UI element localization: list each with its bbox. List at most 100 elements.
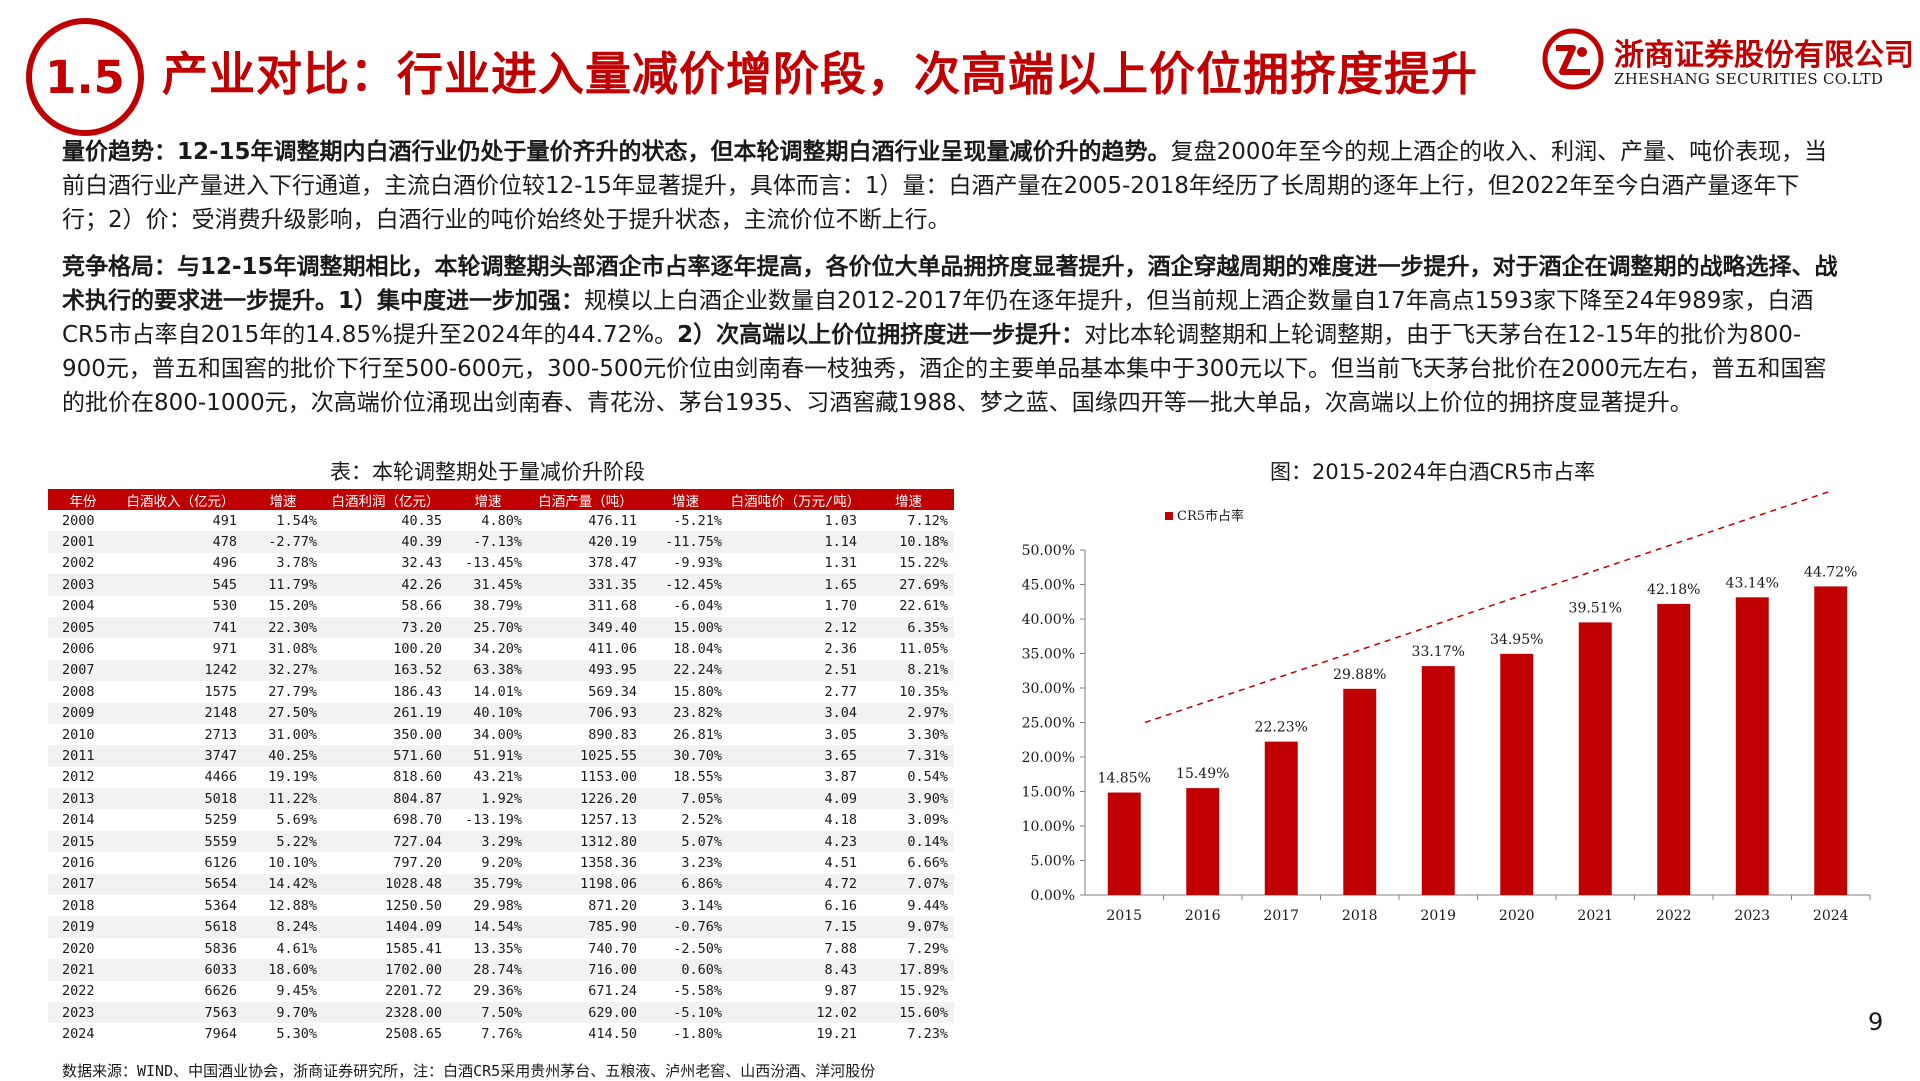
col-header: 白酒收入（亿元） [118,489,243,510]
table-cell: 8.21% [863,659,954,682]
table-cell: 5559 [118,830,243,853]
table-cell: 7563 [118,1001,243,1024]
table-cell: -5.58% [673,983,722,1000]
table-cell: 629.00 [528,1001,643,1024]
table-cell: 32.27% [243,659,323,682]
table-cell-year: 2001 [48,531,118,553]
table-cell: 8.43 [728,959,863,981]
page-title: 产业对比：行业进入量减价增阶段，次高端以上价位拥挤度提升 [162,47,1478,101]
table-cell: 40.39 [323,531,448,553]
table-cell: 530 [212,598,237,615]
data-source-note: 数据来源：WIND、中国酒业协会，浙商证券研究所，注：白酒CR5采用贵州茅台、五… [62,1062,876,1080]
table-row: 2012 4466 19.19% 818.60 43.21% 1153.00 18.55% 3… [48,767,954,788]
logo-chinese-name: 浙商证券股份有限公司 [1614,38,1914,73]
x-tick-label: 2023 [1734,908,1770,924]
table-cell: 2.97% [863,702,954,724]
table-cell: -13.19% [465,812,522,829]
logo-english-name: ZHESHANG SECURITIES CO.LTD [1614,70,1884,88]
table-cell: 3.78% [276,555,317,572]
table-cell: -9.93% [673,555,722,572]
table-cell: 163.52 [323,659,448,682]
table-cell: 493.95 [528,659,643,682]
y-tick-label: 40.00% [1022,612,1075,628]
table-row: 2021 6033 18.60% 1702.00 28.74% 716.00 0.60% 8.… [48,959,954,981]
table-cell: 31.00% [268,726,317,743]
table-cell: -2.50% [673,940,722,957]
table-cell-year: 2024 [62,1026,95,1043]
table-cell: -5.10% [643,1001,728,1024]
table-cell: 6.86% [643,873,728,896]
table-cell-year: 2016 [62,854,95,871]
table-cell: 545 [118,574,243,596]
table-cell: 1312.80 [528,830,643,853]
table-cell-year: 2006 [62,641,95,658]
table-cell-year: 2010 [62,726,95,743]
table-cell: 29.98% [473,897,522,914]
table-cell: 28.74% [448,959,528,981]
table-cell: 7.05% [643,788,728,810]
chart-caption: 图：2015-2024年白酒CR5市占率 [1270,460,1596,484]
y-tick-label: 45.00% [1022,578,1075,594]
table-cell-year: 2013 [48,788,118,810]
table-cell: 4.80% [481,512,522,529]
col-header: 增速 [243,489,323,510]
table-cell: 2.77 [824,683,857,700]
table-cell: 1025.55 [528,745,643,767]
paragraph-lead: 量价趋势：12-15年调整期内白酒行业仍处于量价齐升的状态，但本轮调整期白酒行业… [62,139,1171,165]
bar-value-label: 42.18% [1647,582,1700,598]
table-cell-year: 2007 [48,659,118,682]
table-cell: 1.70 [824,598,857,615]
table-cell: 19.19% [268,769,317,786]
table-row: 2024 7964 5.30% 2508.65 7.76% 414.50 -1.80% 19.… [48,1023,954,1044]
table-cell: 7.23% [907,1026,948,1043]
table-cell: 1250.50 [385,897,442,914]
bar [1107,792,1141,895]
table-cell: 100.20 [393,641,442,658]
table-row: 2005 741 22.30% 73.20 25.70% 349.40 15.00% 2.12… [48,616,954,639]
table-cell: 6.66% [907,854,948,871]
table-cell: 5018 [118,788,243,810]
table-cell: 10.35% [899,683,948,700]
paragraph-competition: 竞争格局：与12-15年调整期相比，本轮调整期头部酒企市占率逐年提高，各价位大单… [62,250,1842,420]
table-cell: 2.12 [728,616,863,639]
table-cell: 34.20% [473,641,522,658]
table-cell: 1.14 [728,531,863,553]
col-header: 白酒吨价（万元/吨） [728,489,863,510]
table-cell: 414.50 [588,1026,637,1043]
table-cell: -13.45% [465,555,522,572]
table-cell: 331.35 [528,574,643,596]
table-row: 2006 971 31.08% 100.20 34.20% 411.06 18.04% 2.3… [48,638,954,659]
table-row: 2022 6626 9.45% 2201.72 29.36% 671.24 -5.58% 9.… [48,981,954,1002]
table-cell: 19.21 [816,1026,857,1043]
table-cell: 3.87 [824,769,857,786]
paragraph-body: 规模以上白酒企业数量自2012-2017年仍在逐年提升，但当前规上酒企数量自17… [62,288,1814,348]
table-cell-year: 2022 [62,983,95,1000]
table-cell: 73.20 [323,616,448,639]
table-cell: 1.54% [276,512,317,529]
table-cell: 9.87 [824,983,857,1000]
table-cell: 12.02 [728,1001,863,1024]
table-cell: 25.70% [448,616,528,639]
table-cell: 42.26 [323,574,448,596]
table-cell: 186.43 [393,683,442,700]
table-cell: 9.44% [907,897,948,914]
table-row: 2011 3747 40.25% 571.60 51.91% 1025.55 30.70% 3… [48,745,954,767]
table-cell: 7.15 [728,916,863,938]
table-cell: 15.00% [643,616,728,639]
section-number: 1.5 [45,50,125,104]
table-cell-year: 2019 [48,916,118,938]
bar [1578,622,1612,895]
table-cell: 350.00 [393,726,442,743]
table-cell: 1257.13 [580,812,637,829]
bar-value-label: 44.72% [1804,564,1857,580]
bar [1500,653,1534,895]
table-cell: 14.54% [448,916,528,938]
table-row: 2000 491 1.54% 40.35 4.80% 476.11 -5.21% 1.03 7.… [48,510,954,531]
trend-line [1144,490,1831,724]
table-cell: 18.04% [673,641,722,658]
table-cell: 30.70% [643,745,728,767]
table-cell: 1358.36 [580,854,637,871]
table-cell-year: 2017 [48,873,118,896]
table-row: 2008 1575 27.79% 186.43 14.01% 569.34 15.80% 2.… [48,681,954,702]
table-cell: 706.93 [528,702,643,724]
